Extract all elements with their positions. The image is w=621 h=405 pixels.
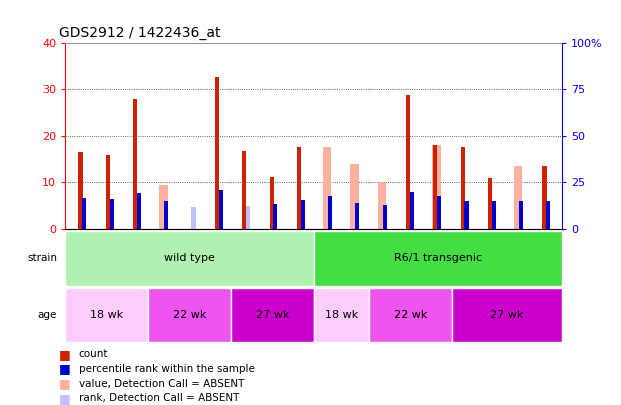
Bar — [492, 205, 496, 229]
Bar — [314, 288, 369, 342]
Text: count: count — [79, 350, 109, 359]
Bar — [65, 231, 314, 286]
Text: 22 wk: 22 wk — [173, 310, 206, 320]
Bar — [433, 145, 437, 229]
Text: age: age — [37, 310, 57, 320]
Bar — [191, 207, 196, 229]
Bar — [350, 164, 359, 229]
Text: value, Detection Call = ABSENT: value, Detection Call = ABSENT — [79, 379, 244, 388]
Bar — [355, 203, 360, 229]
Text: 27 wk: 27 wk — [255, 310, 289, 320]
Bar — [219, 190, 223, 229]
Bar — [488, 177, 492, 229]
Text: wild type: wild type — [164, 253, 215, 263]
Bar — [65, 288, 148, 342]
Text: 27 wk: 27 wk — [490, 310, 524, 320]
Bar — [514, 166, 522, 229]
Text: rank, Detection Call = ABSENT: rank, Detection Call = ABSENT — [79, 393, 239, 403]
Bar — [164, 201, 168, 229]
Bar — [378, 182, 386, 229]
Bar — [383, 205, 387, 229]
Bar — [437, 196, 441, 229]
Bar — [461, 147, 465, 229]
Bar — [133, 99, 137, 229]
Bar — [160, 185, 168, 229]
Bar — [383, 205, 387, 229]
Bar — [519, 200, 523, 229]
Bar — [546, 200, 550, 229]
Text: ■: ■ — [59, 348, 71, 361]
Bar — [137, 194, 141, 229]
Bar — [82, 198, 86, 229]
Bar — [270, 177, 274, 229]
Text: ■: ■ — [59, 377, 71, 390]
Bar — [106, 155, 110, 229]
Bar — [406, 95, 410, 229]
Bar — [301, 200, 305, 229]
Bar — [109, 199, 114, 229]
Bar — [148, 288, 231, 342]
Bar — [369, 288, 451, 342]
Text: 18 wk: 18 wk — [90, 310, 123, 320]
Text: 18 wk: 18 wk — [325, 310, 358, 320]
Bar — [231, 288, 314, 342]
Bar — [273, 204, 278, 229]
Bar — [297, 147, 301, 229]
Text: GDS2912 / 1422436_at: GDS2912 / 1422436_at — [59, 26, 220, 40]
Bar — [451, 288, 562, 342]
Text: strain: strain — [27, 253, 57, 263]
Text: R6/1 transgenic: R6/1 transgenic — [394, 253, 482, 263]
Bar — [78, 152, 83, 229]
Text: ■: ■ — [59, 392, 71, 405]
Bar — [492, 201, 496, 229]
Bar — [465, 201, 468, 229]
Bar — [246, 207, 250, 229]
Text: percentile rank within the sample: percentile rank within the sample — [79, 364, 255, 374]
Bar — [242, 151, 247, 229]
Text: ■: ■ — [59, 362, 71, 375]
Bar — [323, 147, 332, 229]
Bar — [432, 145, 440, 229]
Bar — [546, 200, 550, 229]
Bar — [543, 166, 546, 229]
Bar — [314, 231, 562, 286]
Bar — [215, 77, 219, 229]
Bar — [328, 196, 332, 229]
Bar — [410, 192, 414, 229]
Text: 22 wk: 22 wk — [394, 310, 427, 320]
